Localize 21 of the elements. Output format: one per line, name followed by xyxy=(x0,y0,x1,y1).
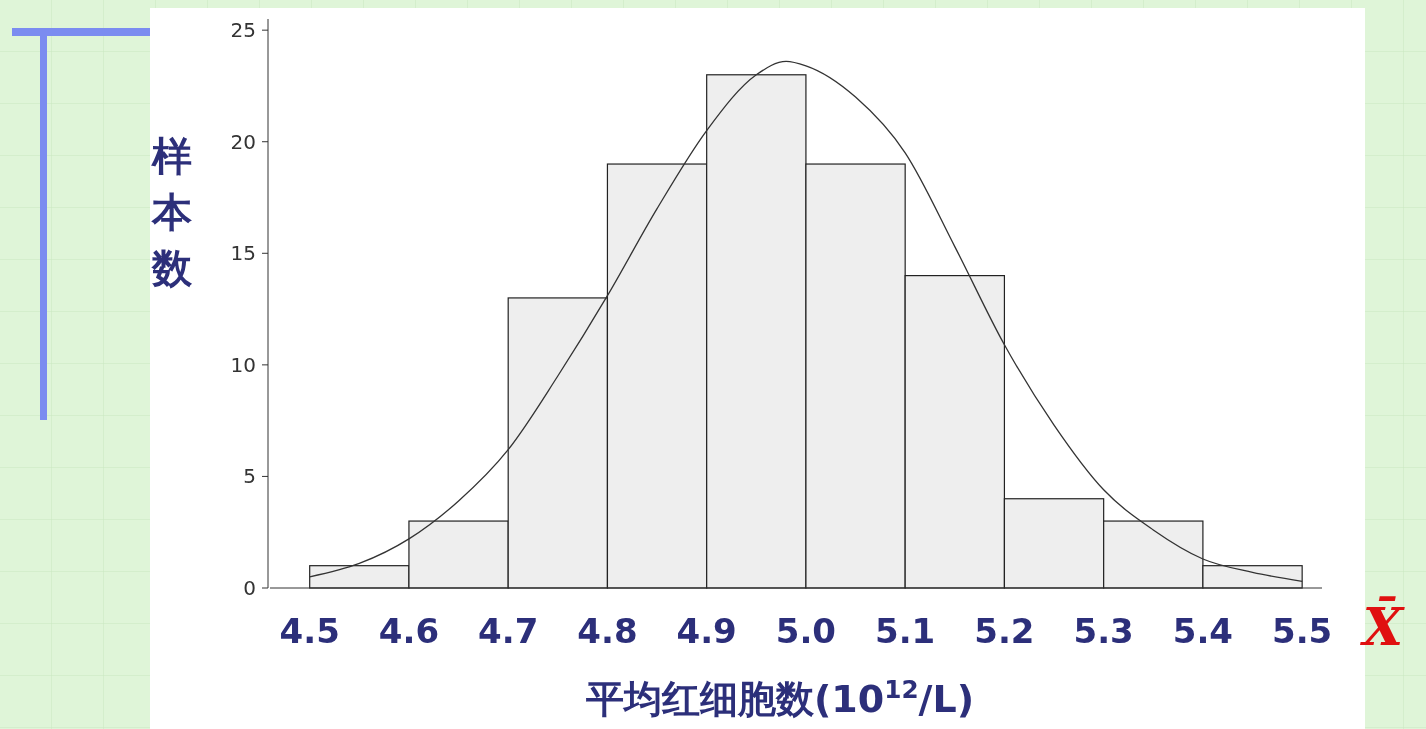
x-tick-label: 5.2 xyxy=(974,611,1035,651)
y-tick-label: 20 xyxy=(230,129,256,154)
text: X̄ xyxy=(1359,595,1406,657)
y-tick-label: 0 xyxy=(243,576,256,600)
x-tick-label: 5.1 xyxy=(875,611,936,651)
y-tick-label: 5 xyxy=(243,464,256,489)
x-tick-label: 5.0 xyxy=(775,611,837,651)
x-tick-label: 5.5 xyxy=(1272,611,1333,651)
x-tick-label: 4.9 xyxy=(676,611,737,651)
y-axis-title: 样本数 xyxy=(151,133,193,291)
y-tick-label: 15 xyxy=(230,241,256,266)
y-tick-label: 10 xyxy=(230,352,256,377)
x-tick-label: 4.8 xyxy=(577,611,638,651)
x-tick-label: 4.6 xyxy=(378,611,440,651)
x-tick-label: 4.5 xyxy=(279,611,340,651)
x-tick-label: 4.7 xyxy=(478,611,539,651)
x-tick-label: 5.3 xyxy=(1073,611,1134,651)
y-tick-label: 25 xyxy=(230,18,256,43)
line-series xyxy=(309,60,1303,582)
x-axis-title: 平均红细胞数(10$^{12}$/L) xyxy=(585,674,975,721)
x-tick-label: 5.4 xyxy=(1172,611,1234,651)
